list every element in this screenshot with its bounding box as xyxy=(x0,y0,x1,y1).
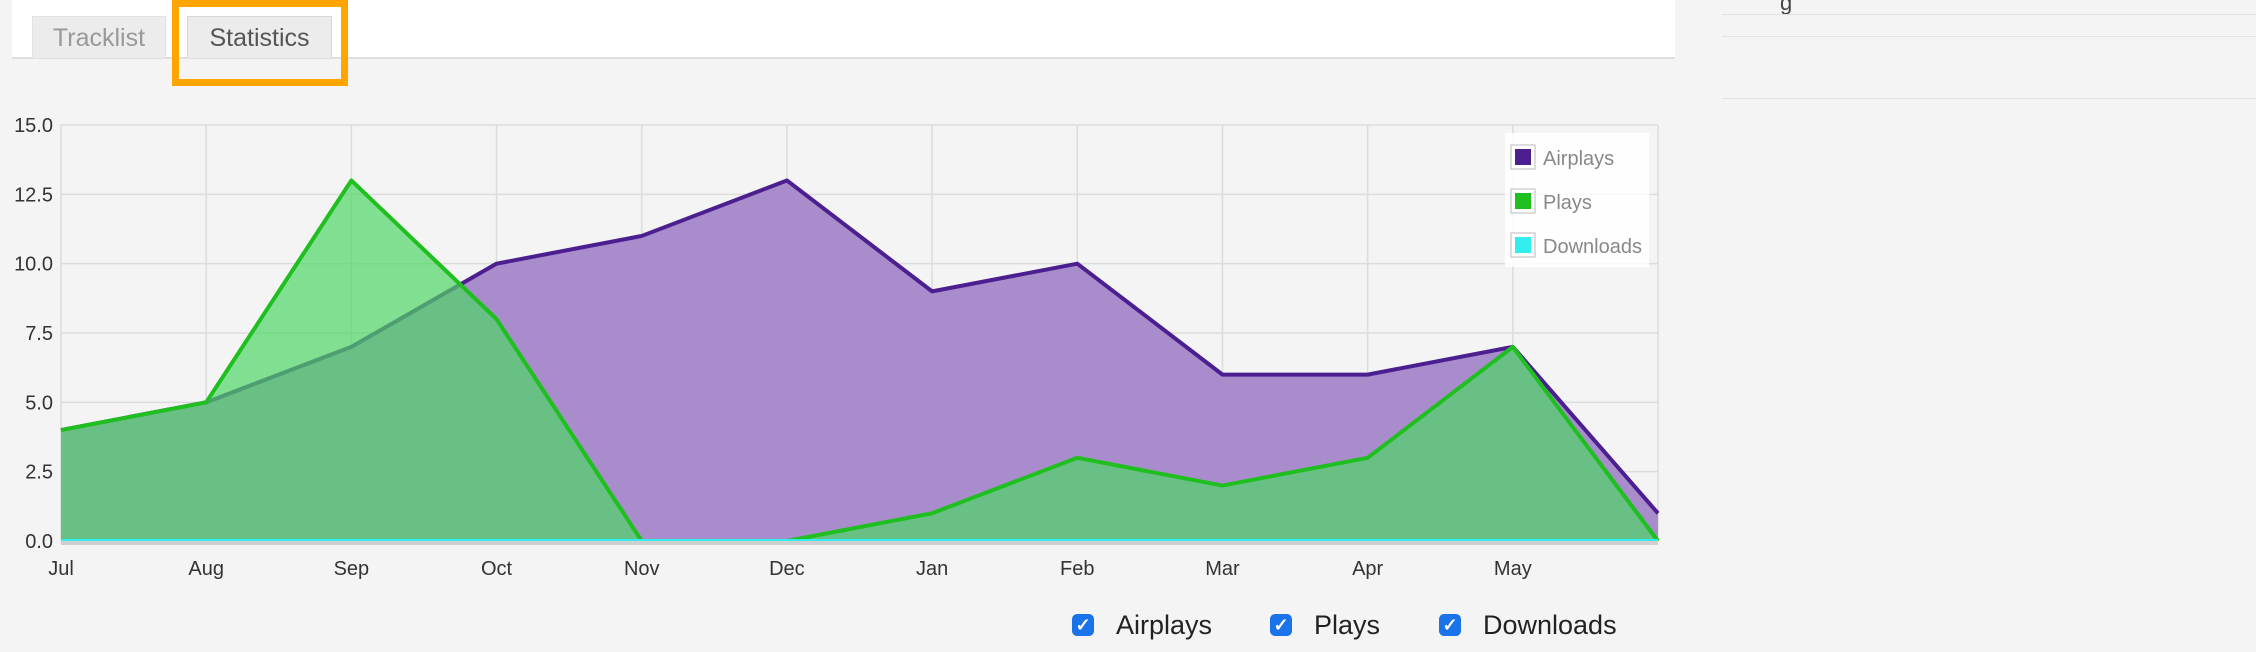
y-tick-label: 12.5 xyxy=(14,184,53,206)
toggle-plays[interactable]: ✓ Plays xyxy=(1270,607,1380,643)
tab-highlight-box xyxy=(172,0,348,86)
x-tick-label: May xyxy=(1494,558,1532,580)
legend-swatch-airplays xyxy=(1515,149,1531,165)
statistics-chart: 0.0 2.5 5.0 7.5 10.0 12.5 15.0 Jul Aug Sep Oct Nov D… xyxy=(14,115,1660,580)
x-tick-label: Feb xyxy=(1060,558,1094,580)
toggle-label: Plays xyxy=(1314,609,1381,640)
series-line-plays xyxy=(60,178,1660,543)
x-tick-label: Dec xyxy=(769,558,805,580)
legend-label: Downloads xyxy=(1543,236,1642,258)
checkbox-icon[interactable]: ✓ xyxy=(1439,614,1461,636)
x-tick-label: Sep xyxy=(334,558,370,580)
series-area-plays xyxy=(61,180,1658,541)
tab-divider xyxy=(12,57,1675,59)
tab-statistics[interactable]: Statistics xyxy=(187,16,332,58)
y-tick-label: 7.5 xyxy=(25,323,53,345)
legend-swatch-downloads xyxy=(1515,237,1531,253)
x-tick-label: Jan xyxy=(916,558,948,580)
y-tick-label: 5.0 xyxy=(25,392,53,414)
x-tick-label: Oct xyxy=(481,558,513,580)
x-tick-label: Apr xyxy=(1352,558,1383,580)
checkbox-icon[interactable]: ✓ xyxy=(1270,614,1292,636)
legend-swatch-plays xyxy=(1515,193,1531,209)
toggle-downloads[interactable]: ✓ Downloads xyxy=(1439,607,1617,643)
toggle-airplays[interactable]: ✓ Airplays xyxy=(1072,607,1212,643)
sidebar-divider xyxy=(1722,36,2256,37)
y-tick-label: 10.0 xyxy=(14,254,53,276)
x-tick-label: Aug xyxy=(188,558,224,580)
y-tick-label: 0.0 xyxy=(25,531,53,553)
legend-label: Plays xyxy=(1543,192,1592,214)
checkbox-icon[interactable]: ✓ xyxy=(1072,614,1094,636)
toggle-label: Downloads xyxy=(1483,609,1617,640)
x-tick-label: Jul xyxy=(48,558,74,580)
sidebar-partial-text: g xyxy=(1780,0,1793,15)
sidebar-divider xyxy=(1722,98,2256,99)
x-tick-label: Nov xyxy=(624,558,660,580)
x-tick-label: Mar xyxy=(1205,558,1240,580)
tab-tracklist[interactable]: Tracklist xyxy=(32,16,166,58)
toggle-label: Airplays xyxy=(1116,609,1213,640)
y-tick-label: 15.0 xyxy=(14,115,53,137)
legend-label: Airplays xyxy=(1543,148,1614,170)
y-tick-label: 2.5 xyxy=(25,462,53,484)
sidebar-divider xyxy=(1722,14,2256,15)
